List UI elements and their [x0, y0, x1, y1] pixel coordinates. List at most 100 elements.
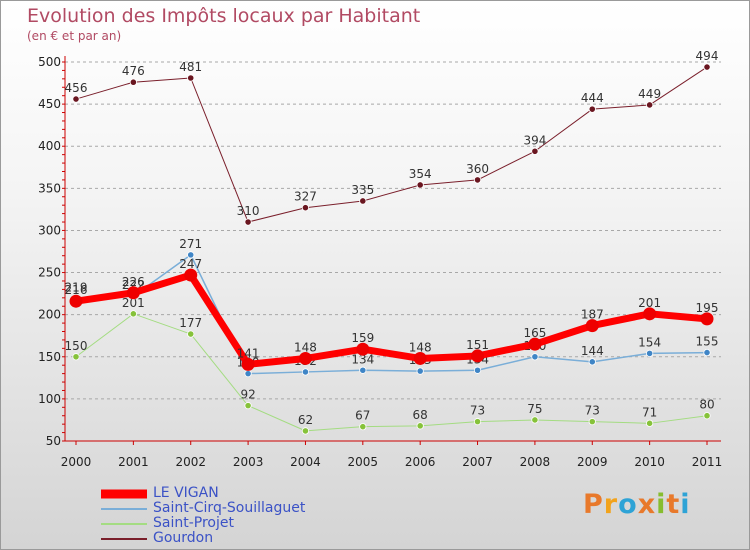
- logo-letter: i: [656, 489, 667, 520]
- data-label-gourdon: 394: [523, 133, 546, 147]
- data-label-gourdon: 456: [65, 81, 88, 95]
- legend-label-saint-projet: Saint-Projet: [153, 515, 234, 531]
- legend-item-saint-cirq-souillaguet: Saint-Cirq-Souillaguet: [101, 501, 305, 516]
- data-point-saint-cirq-souillaguet: [244, 370, 252, 378]
- data-label-gourdon: 481: [179, 60, 202, 74]
- data-point-le-vigan: [700, 312, 714, 326]
- data-label-gourdon: 444: [581, 91, 604, 105]
- data-label-saint-projet: 71: [642, 405, 657, 419]
- data-point-gourdon: [359, 197, 367, 205]
- data-label-gourdon: 476: [122, 64, 145, 78]
- y-tick-label: 150: [38, 350, 61, 364]
- data-label-le-vigan: 165: [523, 326, 546, 340]
- data-label-gourdon: 449: [638, 87, 661, 101]
- data-point-le-vigan: [126, 286, 140, 300]
- data-point-saint-projet: [187, 330, 195, 338]
- data-point-saint-cirq-souillaguet: [359, 366, 367, 374]
- x-tick-label: 2004: [290, 455, 321, 469]
- data-label-saint-cirq-souillaguet: 271: [179, 237, 202, 251]
- y-tick-label: 300: [38, 223, 61, 237]
- data-point-saint-projet: [588, 418, 596, 426]
- data-label-gourdon: 360: [466, 162, 489, 176]
- data-point-gourdon: [531, 147, 539, 155]
- data-label-le-vigan: 216: [65, 283, 88, 297]
- data-label-gourdon: 494: [696, 49, 719, 63]
- series-line-saint-cirq-souillaguet: [75, 254, 708, 375]
- x-tick-label: 2002: [175, 455, 206, 469]
- x-tick-label: 2005: [348, 455, 379, 469]
- data-label-saint-projet: 73: [585, 404, 600, 418]
- logo-letter: r: [603, 489, 619, 520]
- data-point-saint-projet: [359, 423, 367, 431]
- data-label-saint-cirq-souillaguet: 154: [638, 335, 661, 349]
- data-point-saint-projet: [72, 353, 80, 361]
- proxiti-logo: Proxiti: [583, 489, 691, 520]
- data-point-gourdon: [129, 78, 137, 86]
- logo-letter: t: [666, 489, 681, 520]
- series-line-le-vigan: [72, 271, 711, 368]
- data-label-le-vigan: 247: [179, 257, 202, 271]
- data-label-saint-cirq-souillaguet: 144: [581, 344, 604, 358]
- data-point-saint-projet: [129, 310, 137, 318]
- data-label-le-vigan: 187: [581, 308, 604, 322]
- x-tick-label: 2001: [118, 455, 149, 469]
- x-tick-label: 2000: [61, 455, 92, 469]
- logo-letter: o: [618, 489, 638, 520]
- data-label-saint-projet: 177: [179, 316, 202, 330]
- data-point-saint-cirq-souillaguet: [301, 368, 310, 376]
- legend-swatch-gourdon: [101, 537, 147, 540]
- data-label-gourdon: 335: [351, 183, 374, 197]
- logo-letter: P: [583, 489, 604, 520]
- legend-item-gourdon: Gourdon: [101, 531, 305, 546]
- data-point-saint-projet: [646, 419, 654, 427]
- data-label-saint-projet: 73: [470, 404, 485, 418]
- data-point-saint-cirq-souillaguet: [531, 353, 539, 361]
- data-label-le-vigan: 201: [638, 296, 661, 310]
- legend-swatch-saint-projet: [101, 522, 147, 525]
- data-label-saint-projet: 67: [355, 409, 370, 423]
- data-label-saint-cirq-souillaguet: 134: [351, 352, 374, 366]
- legend-item-saint-projet: Saint-Projet: [101, 516, 305, 531]
- data-point-saint-projet: [244, 402, 252, 410]
- data-label-saint-projet: 150: [65, 339, 88, 353]
- x-tick-label: 2009: [577, 455, 608, 469]
- data-point-saint-cirq-souillaguet: [703, 348, 711, 357]
- legend-label-le-vigan: LE VIGAN: [153, 485, 219, 501]
- data-point-gourdon: [703, 63, 711, 71]
- x-tick-label: 2007: [462, 455, 493, 469]
- y-tick-label: 100: [38, 392, 61, 406]
- data-point-saint-cirq-souillaguet: [416, 367, 424, 375]
- data-point-le-vigan: [184, 268, 198, 282]
- data-point-gourdon: [244, 218, 252, 226]
- data-label-gourdon: 354: [409, 167, 432, 181]
- legend-label-saint-cirq-souillaguet: Saint-Cirq-Souillaguet: [153, 500, 306, 516]
- data-point-gourdon: [72, 95, 80, 103]
- data-point-gourdon: [301, 204, 310, 212]
- data-point-le-vigan: [528, 337, 542, 351]
- x-tick-label: 2011: [692, 455, 723, 469]
- logo-letter: i: [680, 489, 691, 520]
- data-point-saint-projet: [531, 416, 539, 424]
- data-point-gourdon: [187, 74, 195, 82]
- data-point-gourdon: [473, 176, 482, 184]
- series-line-gourdon: [75, 66, 708, 223]
- data-point-saint-cirq-souillaguet: [588, 358, 596, 366]
- data-point-le-vigan: [471, 349, 485, 363]
- legend-label-gourdon: Gourdon: [153, 530, 214, 546]
- data-point-saint-cirq-souillaguet: [473, 366, 482, 374]
- data-point-saint-cirq-souillaguet: [646, 349, 654, 358]
- data-point-saint-projet: [301, 427, 310, 435]
- data-label-le-vigan: 226: [122, 275, 145, 289]
- x-tick-label: 2003: [233, 455, 264, 469]
- data-label-gourdon: 327: [294, 190, 317, 204]
- data-point-le-vigan: [241, 357, 255, 371]
- data-point-le-vigan: [298, 351, 312, 365]
- chart-subtitle: (en € et par an): [27, 29, 122, 43]
- data-label-le-vigan: 159: [351, 331, 374, 345]
- data-label-saint-projet: 62: [298, 413, 313, 427]
- x-tick-label: 2008: [520, 455, 551, 469]
- data-point-le-vigan: [69, 294, 83, 308]
- y-tick-label: 350: [38, 181, 61, 195]
- series-line-saint-projet: [75, 313, 708, 432]
